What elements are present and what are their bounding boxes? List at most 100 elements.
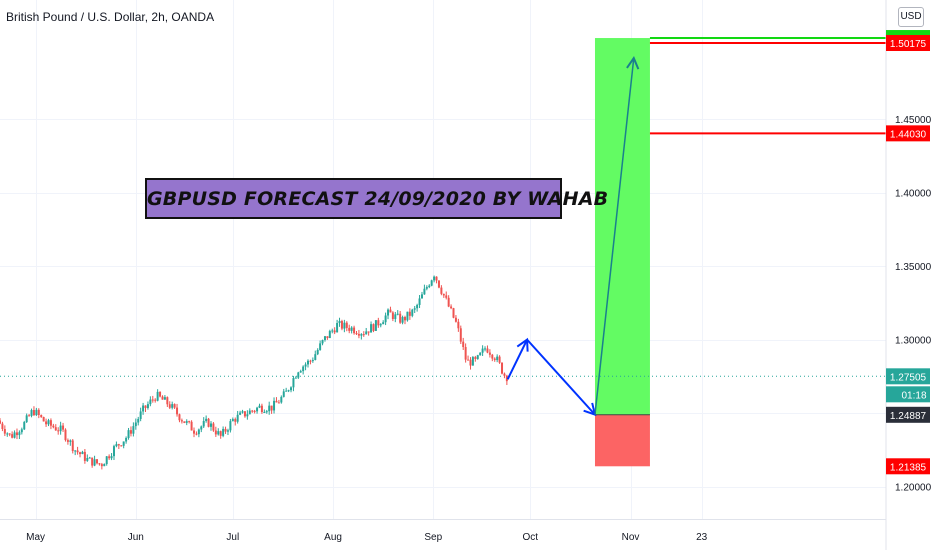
currency-button[interactable]: USD bbox=[898, 7, 924, 27]
last-price-label-text: 1.27505 bbox=[890, 372, 927, 383]
candle-body bbox=[425, 287, 428, 289]
candle-body bbox=[117, 444, 120, 446]
y-tick-label: 1.45000 bbox=[895, 115, 932, 126]
candle-body bbox=[49, 420, 52, 426]
candle-body bbox=[365, 331, 368, 335]
candle-body bbox=[384, 315, 387, 323]
candle-body bbox=[423, 288, 426, 295]
candle-body bbox=[8, 433, 11, 435]
candle-body bbox=[47, 420, 50, 425]
candle-body bbox=[268, 405, 271, 412]
stop-price-label-tag bbox=[886, 458, 930, 475]
candle-body bbox=[168, 404, 171, 408]
candle-body bbox=[205, 418, 208, 422]
candle-body bbox=[345, 322, 348, 328]
candle-body bbox=[32, 410, 35, 416]
candle-body bbox=[212, 423, 215, 431]
y-tick-label: 1.20000 bbox=[895, 483, 932, 494]
candle-body bbox=[35, 409, 38, 416]
candle-body bbox=[248, 410, 251, 415]
candle-body bbox=[214, 430, 217, 435]
x-tick-label: 23 bbox=[696, 532, 708, 543]
x-tick-label: Aug bbox=[324, 532, 342, 543]
candle-body bbox=[159, 391, 162, 397]
candle-body bbox=[195, 433, 198, 435]
candle-body bbox=[6, 433, 9, 435]
stop-loss-zone[interactable] bbox=[594, 414, 650, 467]
candle-body bbox=[476, 355, 479, 359]
candle-body bbox=[389, 309, 392, 313]
time-axis[interactable]: May Jun Jul Aug Sep Oct Nov 23 bbox=[26, 532, 708, 543]
candle-body bbox=[326, 336, 329, 339]
candle-body bbox=[297, 372, 300, 378]
candle-body bbox=[64, 429, 67, 441]
position-zones bbox=[594, 38, 650, 467]
candle-body bbox=[447, 297, 450, 307]
candle-body bbox=[484, 348, 487, 350]
candle-body bbox=[139, 411, 142, 419]
candle-body bbox=[209, 423, 212, 427]
candle-body bbox=[454, 317, 457, 322]
candle-body bbox=[493, 358, 496, 361]
countdown-text: 01:18 bbox=[901, 390, 926, 401]
symbol-title[interactable]: British Pound / U.S. Dollar, 2h, OANDA bbox=[6, 10, 215, 24]
candle-body bbox=[471, 357, 474, 366]
candle-body bbox=[1, 423, 4, 430]
candle-body bbox=[420, 294, 423, 299]
candle-body bbox=[20, 429, 23, 433]
candle-body bbox=[125, 437, 128, 442]
level-price-label-tag bbox=[886, 35, 930, 52]
candle-body bbox=[377, 320, 380, 326]
candle-body bbox=[314, 354, 317, 360]
candle-body bbox=[462, 341, 465, 348]
candle-body bbox=[357, 333, 360, 336]
candle-body bbox=[11, 434, 14, 438]
y-tick-label: 1.30000 bbox=[895, 336, 932, 347]
candle-body bbox=[185, 421, 188, 423]
candle-body bbox=[503, 373, 506, 376]
candle-body bbox=[193, 430, 196, 434]
candle-body bbox=[30, 410, 33, 416]
candle-body bbox=[88, 457, 91, 459]
candle-body bbox=[57, 430, 60, 432]
forecast-arrows bbox=[506, 56, 640, 417]
candle-body bbox=[360, 334, 363, 336]
candle-body bbox=[66, 440, 69, 442]
candle-body bbox=[105, 456, 108, 465]
candle-body bbox=[127, 430, 130, 438]
candle-body bbox=[408, 311, 411, 316]
candle-body bbox=[144, 405, 147, 409]
candle-body bbox=[161, 396, 164, 400]
candle-body bbox=[442, 293, 445, 296]
entry-price-label-tag bbox=[886, 406, 930, 423]
candle-body bbox=[112, 446, 115, 457]
forecast-banner: GBPUSD FORECAST 24/09/2020 BY WAHAB bbox=[145, 178, 608, 219]
candle-body bbox=[265, 411, 268, 413]
last-price-label-tag bbox=[886, 368, 930, 385]
candle-body bbox=[428, 285, 431, 288]
x-tick-label: Jul bbox=[226, 532, 239, 543]
candle-body bbox=[81, 451, 84, 455]
candle-body bbox=[224, 428, 227, 432]
candle-body bbox=[183, 421, 186, 423]
target-profit-zone[interactable] bbox=[594, 38, 650, 415]
candle-body bbox=[411, 309, 414, 316]
candle-body bbox=[316, 349, 319, 355]
candle-body bbox=[178, 414, 181, 421]
candle-body bbox=[304, 364, 307, 367]
candle-body bbox=[467, 359, 470, 361]
candle-body bbox=[263, 412, 266, 414]
candle-body bbox=[435, 276, 438, 281]
countdown-tag bbox=[886, 386, 930, 403]
candle-body bbox=[100, 464, 103, 467]
candle-body bbox=[280, 396, 283, 403]
candle-body bbox=[430, 280, 433, 286]
candle-body bbox=[234, 419, 237, 422]
price-axis[interactable]: 1.45000 1.40000 1.35000 1.30000 1.20000 bbox=[895, 115, 932, 494]
candle-body bbox=[469, 359, 472, 366]
candle-body bbox=[28, 415, 31, 417]
candle-body bbox=[246, 414, 249, 417]
candle-body bbox=[459, 328, 462, 342]
candle-body bbox=[457, 321, 460, 329]
